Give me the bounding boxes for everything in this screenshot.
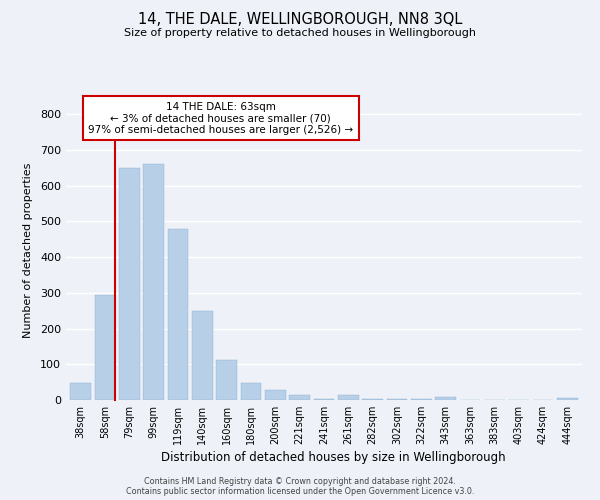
Bar	[557, 398, 578, 400]
Text: 14, THE DALE, WELLINGBOROUGH, NN8 3QL: 14, THE DALE, WELLINGBOROUGH, NN8 3QL	[138, 12, 462, 28]
Text: Contains HM Land Registry data © Crown copyright and database right 2024.: Contains HM Land Registry data © Crown c…	[144, 476, 456, 486]
Bar	[119, 168, 140, 400]
Y-axis label: Number of detached properties: Number of detached properties	[23, 162, 33, 338]
Text: Contains public sector information licensed under the Open Government Licence v3: Contains public sector information licen…	[126, 486, 474, 496]
Bar	[192, 310, 212, 400]
Bar	[167, 230, 188, 400]
Bar	[143, 164, 164, 400]
Bar	[95, 294, 115, 400]
Bar	[386, 399, 407, 400]
Bar	[362, 399, 383, 400]
Bar	[241, 383, 262, 400]
Text: Distribution of detached houses by size in Wellingborough: Distribution of detached houses by size …	[161, 451, 505, 464]
Bar	[70, 383, 91, 400]
Bar	[338, 396, 359, 400]
Text: 14 THE DALE: 63sqm
← 3% of detached houses are smaller (70)
97% of semi-detached: 14 THE DALE: 63sqm ← 3% of detached hous…	[88, 102, 353, 134]
Text: Size of property relative to detached houses in Wellingborough: Size of property relative to detached ho…	[124, 28, 476, 38]
Bar	[436, 397, 456, 400]
Bar	[265, 390, 286, 400]
Bar	[289, 394, 310, 400]
Bar	[216, 360, 237, 400]
